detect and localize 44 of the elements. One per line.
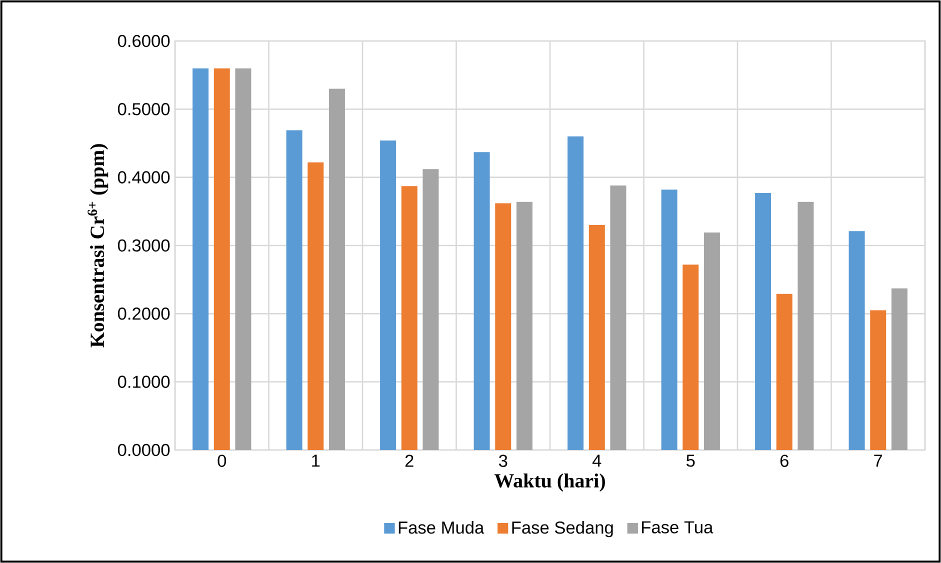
y-tick-label: 0.3000 xyxy=(118,239,170,252)
bar xyxy=(474,152,490,450)
bar xyxy=(661,190,678,450)
bar xyxy=(235,68,252,450)
bar xyxy=(308,162,324,450)
y-tick-label: 0.2000 xyxy=(118,308,170,320)
bar xyxy=(610,186,626,450)
legend-label: Fase Sedang xyxy=(512,521,613,538)
y-tick-label: 0.1000 xyxy=(118,376,170,388)
x-tick-label: 3 xyxy=(498,454,508,467)
y-tick-label: 0.6000 xyxy=(118,34,170,48)
bar xyxy=(568,136,584,450)
bar xyxy=(422,169,439,450)
legend-label: Fase Muda xyxy=(398,521,484,534)
bar xyxy=(214,68,230,450)
y-tick-label: 0.4000 xyxy=(118,171,170,184)
bar xyxy=(776,294,792,450)
bar xyxy=(401,186,418,450)
x-tick-label: 0 xyxy=(218,454,226,467)
legend-label: Fase Tua xyxy=(642,521,714,534)
bar xyxy=(328,88,345,450)
bar xyxy=(380,140,396,450)
x-tick-label: 2 xyxy=(405,454,414,467)
x-tick-label: 4 xyxy=(592,454,602,467)
x-tick-label: 7 xyxy=(874,454,882,467)
bar xyxy=(755,193,772,450)
bar xyxy=(192,68,209,450)
bar xyxy=(286,130,302,450)
x-axis-title: Waktu (hari) xyxy=(494,473,605,492)
bar xyxy=(495,203,512,450)
bar xyxy=(848,231,865,450)
x-tick-label: 6 xyxy=(780,454,788,467)
bar xyxy=(798,202,814,450)
y-axis-title: Konsentrasi Cr$^{6+}$ (ppm) xyxy=(88,144,108,348)
bar xyxy=(870,310,886,450)
x-tick-label: 5 xyxy=(686,454,695,467)
x-tick-label: 1 xyxy=(312,454,320,467)
y-tick-label: 0.5000 xyxy=(118,103,170,116)
bar xyxy=(891,288,908,450)
bar xyxy=(588,225,605,450)
bar xyxy=(682,264,699,450)
y-tick-label: 0.0000 xyxy=(118,444,170,456)
bar xyxy=(516,202,532,450)
bar xyxy=(704,232,720,450)
